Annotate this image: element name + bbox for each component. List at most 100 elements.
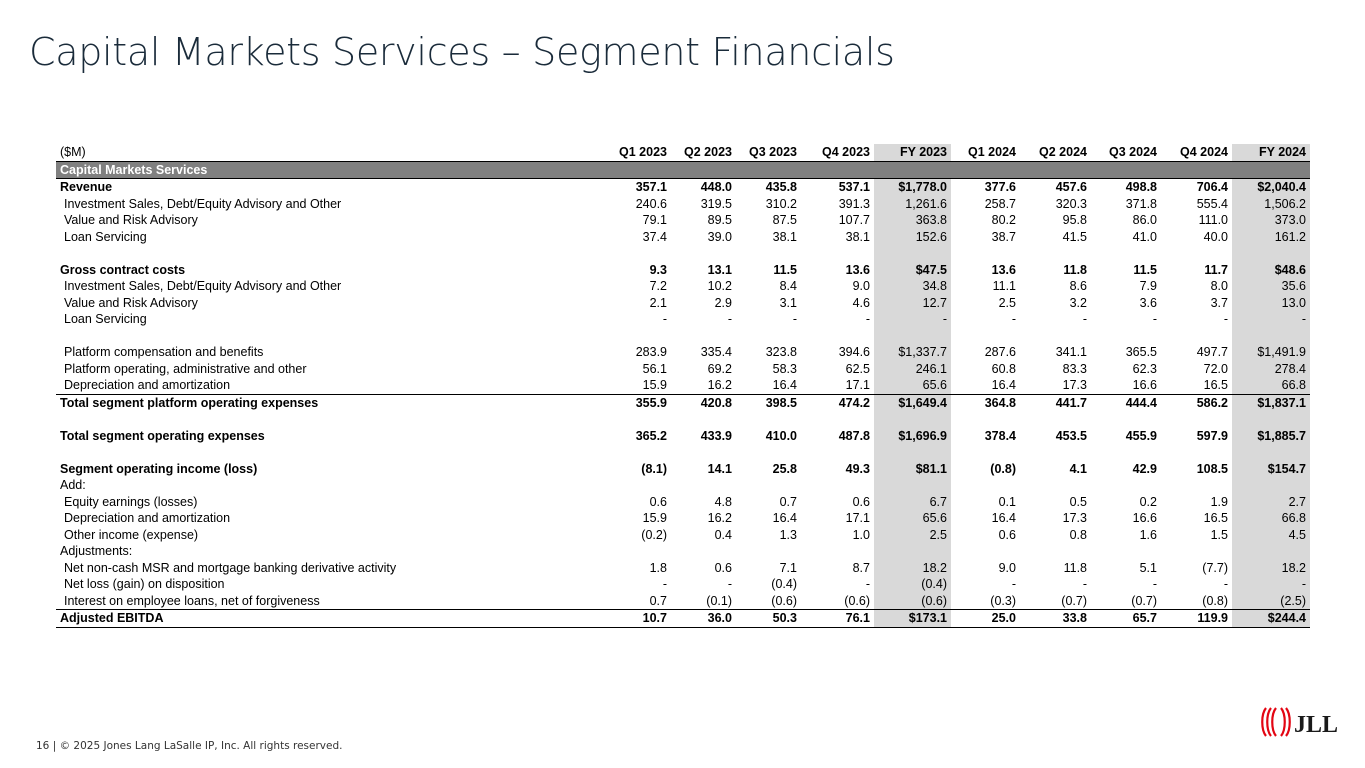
value-cell: 12.7 (874, 294, 951, 311)
value-cell: 13.1 (707, 262, 732, 277)
value-cell: 586.2 (1161, 393, 1232, 411)
value-cell: 65.6 (874, 510, 951, 527)
value-cell: $1,696.9 (874, 427, 951, 444)
value-cell: 0.7 (649, 593, 667, 608)
value-cell: 66.8 (1232, 510, 1310, 527)
value-cell: 323.8 (765, 345, 797, 359)
value-cell: (0.4) (771, 577, 797, 591)
value-cell: $154.7 (1232, 460, 1310, 477)
value-cell: (0.8) (1202, 593, 1228, 608)
table-header-row: ($M) Q1 2023 Q2 2023 Q3 2023 Q4 2023 FY 2023… (56, 144, 1310, 162)
spacer-cell (606, 444, 671, 461)
spacer-cell (874, 327, 951, 344)
value-cell (606, 477, 671, 494)
spacer-cell (801, 328, 874, 345)
value-cell: - (727, 577, 732, 591)
value-cell: $1,778.0 (874, 178, 951, 196)
table-row: Revenue 357.1 448.0 435.8 537.1 $1,778.0 377.6… (56, 178, 1310, 196)
value-cell: 4.6 (852, 295, 870, 310)
value-cell: 17.1 (845, 378, 870, 392)
value-cell: 86.0 (1132, 213, 1157, 227)
value-cell: 11.5 (1133, 262, 1157, 277)
value-cell: (0.6) (874, 592, 951, 610)
row-label: Add: (60, 478, 86, 492)
table-row: Platform compensation and benefits 283.9 3… (56, 344, 1310, 361)
value-cell: (0.1) (706, 593, 732, 608)
column-header: Q2 2024 (1020, 144, 1091, 162)
value-cell: 0.6 (998, 527, 1016, 542)
value-cell: 319.5 (700, 196, 732, 211)
value-cell: - (874, 311, 951, 328)
row-label: Value and Risk Advisory (64, 295, 198, 310)
value-cell: 38.7 (991, 229, 1016, 244)
value-cell: 16.2 (707, 511, 732, 525)
column-header: Q2 2023 (671, 144, 736, 162)
jll-logo-mark (1261, 707, 1291, 737)
unit-label: ($M) (56, 144, 606, 162)
value-cell: 16.4 (991, 378, 1016, 392)
value-cell: 1.5 (1210, 527, 1228, 542)
value-cell (1232, 543, 1310, 560)
value-cell: 107.7 (838, 213, 870, 227)
value-cell: - (865, 312, 870, 326)
spacer-cell (736, 444, 801, 461)
row-label: Segment operating income (loss) (60, 461, 258, 476)
value-cell: 4.5 (1232, 526, 1310, 543)
row-label: Gross contract costs (60, 262, 186, 277)
value-cell: 41.5 (1062, 229, 1087, 244)
table-row: Total segment platform operating expense… (56, 393, 1310, 411)
table-row: Net loss (gain) on disposition - - (0.4) - (0… (56, 576, 1310, 593)
row-label: Interest on employee loans, net of forgi… (64, 593, 320, 608)
value-cell: 35.6 (1232, 278, 1310, 295)
value-cell: 16.6 (1132, 378, 1157, 392)
value-cell: 335.4 (700, 345, 732, 359)
value-cell: 89.5 (707, 213, 732, 227)
row-label: Net non-cash MSR and mortgage banking de… (64, 560, 397, 575)
value-cell: 16.4 (772, 511, 797, 525)
value-cell: 62.3 (1132, 361, 1157, 376)
table-row: Equity earnings (losses) 0.6 4.8 0.7 0.6 6.7 0… (56, 493, 1310, 510)
spacer-cell (1232, 444, 1310, 461)
row-label: Loan Servicing (64, 229, 147, 244)
value-cell: $173.1 (874, 609, 951, 628)
column-header: Q4 2024 (1161, 144, 1232, 162)
value-cell: 161.2 (1232, 228, 1310, 245)
spacer-cell (801, 444, 874, 461)
value-cell: 111.0 (1198, 213, 1228, 227)
value-cell: 87.5 (772, 213, 797, 227)
table-row: Interest on employee loans, net of forgi… (56, 592, 1310, 610)
column-header: Q3 2024 (1091, 144, 1161, 162)
spacer-cell (951, 328, 1020, 345)
table-row: Depreciation and amortization 15.9 16.2 16.… (56, 377, 1310, 394)
spacer-cell (874, 245, 951, 262)
row-label: Platform operating, administrative and o… (64, 361, 307, 376)
spacer-cell (1091, 411, 1161, 428)
value-cell: - (1152, 577, 1157, 591)
value-cell: (2.5) (1232, 592, 1310, 610)
value-cell: 8.4 (779, 279, 797, 293)
value-cell: - (662, 312, 667, 326)
value-cell: (0.7) (1061, 593, 1087, 608)
spacer-cell (1091, 444, 1161, 461)
row-label: Loan Servicing (64, 312, 147, 326)
value-cell: 3.6 (1139, 295, 1157, 310)
spacer-cell (1020, 245, 1091, 262)
jll-logo-text: JLL (1294, 712, 1338, 738)
value-cell (1020, 477, 1091, 494)
value-cell: $48.6 (1232, 261, 1310, 278)
value-cell: 60.8 (991, 361, 1016, 376)
value-cell: 433.9 (700, 428, 732, 443)
row-label: Platform compensation and benefits (64, 345, 264, 359)
value-cell: (0.6) (844, 593, 870, 608)
section-label: Capital Markets Services (56, 160, 1310, 179)
value-cell: - (1082, 577, 1087, 591)
spacer-cell (56, 444, 606, 461)
column-header: Q1 2023 (606, 144, 671, 162)
value-cell: - (1082, 312, 1087, 326)
value-cell: 38.1 (845, 229, 870, 244)
spacer-cell (606, 245, 671, 262)
value-cell: 8.6 (1069, 279, 1087, 293)
section-row: Capital Markets Services (56, 160, 1310, 179)
value-cell: 240.6 (635, 196, 667, 211)
value-cell: 441.7 (1020, 393, 1091, 411)
